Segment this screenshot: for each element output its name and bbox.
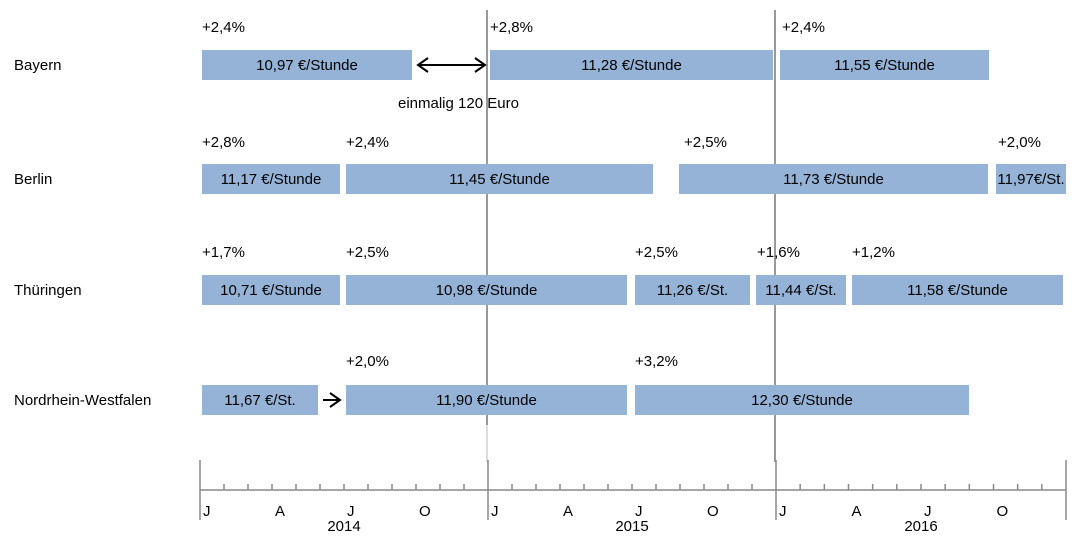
arrow-head: [329, 392, 342, 408]
bar: [679, 164, 988, 194]
month-label: O: [419, 503, 431, 520]
arrow-head: [474, 57, 487, 73]
bar-label: 11,97€/St.: [997, 171, 1064, 188]
bar-label: 11,67 €/St.: [224, 392, 295, 409]
month-label: J: [491, 503, 499, 520]
row-label: Thüringen: [14, 282, 82, 299]
increase-label: +2,8%: [202, 134, 245, 151]
bar: [996, 164, 1066, 194]
bar-label: 11,55 €/Stunde: [834, 57, 935, 74]
increase-label: +2,0%: [346, 353, 389, 370]
year-label: 2016: [904, 518, 937, 535]
note: einmalig 120 Euro: [398, 95, 519, 112]
bar: [346, 164, 653, 194]
bar-label: 12,30 €/Stunde: [751, 392, 853, 409]
month-label: J: [924, 503, 932, 520]
month-label: J: [779, 503, 787, 520]
increase-label: +1,7%: [202, 244, 245, 261]
row-label: Nordrhein-Westfalen: [14, 392, 151, 409]
bar-label: 11,90 €/Stunde: [436, 392, 537, 409]
bar-label: 11,73 €/Stunde: [783, 171, 884, 188]
bar: [202, 50, 412, 80]
increase-label: +1,6%: [757, 244, 800, 261]
month-label: A: [852, 503, 862, 520]
bar-label: 10,98 €/Stunde: [436, 282, 538, 299]
arrow-head: [416, 57, 429, 73]
year-label: 2015: [615, 518, 648, 535]
row-label: Berlin: [14, 171, 52, 188]
bar-label: 11,58 €/Stunde: [907, 282, 1008, 299]
increase-label: +2,4%: [346, 134, 389, 151]
month-label: J: [347, 503, 355, 520]
bar: [202, 275, 340, 305]
increase-label: +2,4%: [202, 19, 245, 36]
increase-label: +1,2%: [852, 244, 895, 261]
month-label: A: [275, 503, 285, 520]
bar-label: 11,26 €/St.: [657, 282, 728, 299]
bar: [346, 385, 627, 415]
bar: [852, 275, 1063, 305]
year-label: 2014: [327, 518, 360, 535]
month-label: J: [203, 503, 211, 520]
bar: [202, 385, 318, 415]
bar-label: 11,44 €/St.: [765, 282, 836, 299]
bar: [635, 275, 750, 305]
bar-label: 11,45 €/Stunde: [449, 171, 550, 188]
increase-label: +2,5%: [684, 134, 727, 151]
bar: [756, 275, 846, 305]
month-label: J: [635, 503, 643, 520]
bar: [635, 385, 969, 415]
increase-label: +3,2%: [635, 353, 678, 370]
row-label: Bayern: [14, 57, 62, 74]
month-label: O: [997, 503, 1009, 520]
bar: [346, 275, 627, 305]
increase-label: +2,4%: [782, 19, 825, 36]
bar: [780, 50, 989, 80]
bar: [490, 50, 773, 80]
bar: [202, 164, 340, 194]
bar-label: 10,97 €/Stunde: [256, 57, 358, 74]
marks: 10,97 €/Stunde 11,28 €/Stunde 11,55 €/Stun…: [202, 50, 1066, 415]
increase-label: +2,8%: [490, 19, 533, 36]
bar-label: 11,28 €/Stunde: [581, 57, 682, 74]
increase-label: +2,0%: [998, 134, 1041, 151]
increase-label: +2,5%: [635, 244, 678, 261]
bar-label: 10,71 €/Stunde: [220, 282, 322, 299]
month-label: O: [707, 503, 719, 520]
increase-label: +2,5%: [346, 244, 389, 261]
bar-label: 11,17 €/Stunde: [221, 171, 322, 188]
month-label: A: [563, 503, 573, 520]
